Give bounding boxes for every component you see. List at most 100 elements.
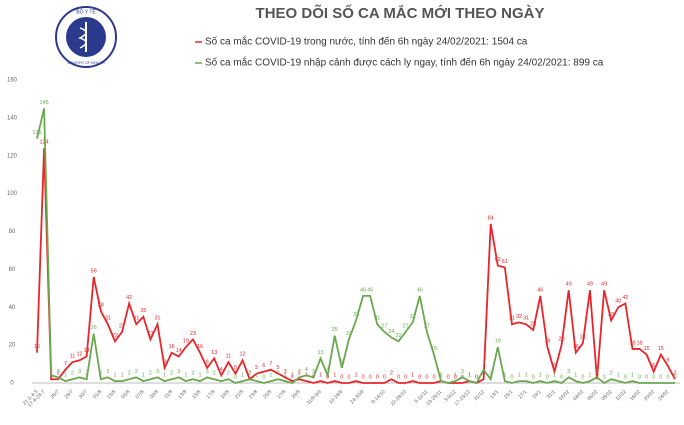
data-label: 3	[156, 369, 159, 375]
x-tick-label: 31/1	[546, 389, 557, 400]
data-label: 3	[284, 369, 287, 375]
data-label: 15	[431, 346, 437, 352]
data-label: 20	[559, 337, 565, 343]
data-label: 27	[403, 323, 409, 329]
x-tick-label: 02/02	[558, 389, 571, 402]
data-label: 1	[440, 373, 443, 379]
data-label: 2	[673, 371, 676, 377]
x-tick-label: 8-14/10	[370, 389, 386, 405]
data-label: 3	[78, 369, 81, 375]
logo-top: BỘ Y TẾ	[76, 8, 96, 15]
data-label: 2	[489, 371, 492, 377]
data-label: 33	[353, 312, 359, 318]
data-label: 1	[241, 373, 244, 379]
data-label: 31	[509, 316, 515, 322]
data-label: 0	[362, 374, 365, 380]
data-label: 1	[142, 373, 145, 379]
data-label: 24	[388, 329, 394, 335]
data-label: 3	[298, 369, 301, 375]
data-label: 15	[658, 346, 664, 352]
data-label: 3	[177, 369, 180, 375]
data-label: 1	[525, 373, 528, 379]
x-tick-label: 01/8	[92, 389, 103, 400]
data-label: 0	[234, 374, 237, 380]
data-label: 42	[126, 295, 132, 301]
logo-bottom: MINISTRY OF HEALTH	[68, 61, 105, 65]
data-label: 3	[206, 369, 209, 375]
logo-snake	[78, 27, 87, 49]
data-label: 1	[539, 373, 542, 379]
series-line	[36, 108, 675, 385]
data-label: 42	[622, 295, 628, 301]
y-tick-label: 160	[7, 78, 18, 84]
y-tick-label: 140	[7, 115, 18, 121]
data-label: 2	[85, 371, 88, 377]
data-label: 40	[615, 299, 621, 305]
data-label: 0	[425, 374, 428, 380]
data-label: 0	[673, 374, 676, 380]
y-tick-label: 40	[9, 305, 16, 311]
data-label: 0	[652, 374, 655, 380]
data-label: 2	[71, 371, 74, 377]
data-label: 19	[183, 338, 189, 344]
x-tick-label: 30/7	[78, 389, 89, 400]
y-tick-label: 0	[10, 381, 14, 387]
x-tick-label: 24-30/9	[349, 389, 365, 405]
data-label: 1	[291, 373, 294, 379]
data-label: 2	[482, 371, 485, 377]
data-label: 46	[367, 287, 373, 293]
data-label: 2	[191, 371, 194, 377]
data-label: 6	[553, 363, 556, 369]
x-tick-label: 27/1	[517, 389, 528, 400]
x-tick-label: 24/02	[657, 389, 670, 402]
data-label: 2	[213, 371, 216, 377]
data-label: 0	[510, 374, 513, 380]
data-label: 1	[468, 373, 471, 379]
data-label: 61	[502, 259, 508, 265]
x-tick-label: 12/02	[615, 389, 628, 402]
y-tick-label: 60	[9, 267, 16, 273]
data-label: 0	[404, 374, 407, 380]
data-label: 25	[332, 327, 338, 333]
data-label: 1	[454, 373, 457, 379]
data-label: 3	[57, 369, 60, 375]
data-label: 5	[276, 365, 279, 371]
data-label: 19	[495, 338, 501, 344]
data-label: 46	[537, 287, 543, 293]
data-label: 3	[461, 369, 464, 375]
x-tick-label: 05/8	[120, 389, 131, 400]
data-label: 0	[581, 374, 584, 380]
data-label: 11	[226, 354, 232, 360]
data-label: 32	[516, 314, 522, 320]
data-label: 3	[135, 369, 138, 375]
data-label: 1	[163, 373, 166, 379]
data-label: 22	[112, 333, 118, 339]
data-label: 0	[376, 374, 379, 380]
data-label: 1	[503, 373, 506, 379]
data-label: 14	[84, 348, 90, 354]
x-tick-label: 03/8	[106, 389, 117, 400]
data-label: 0	[645, 374, 648, 380]
series-line	[36, 148, 676, 384]
x-tick-label: 29/1	[532, 389, 543, 400]
data-label: 1	[199, 373, 202, 379]
x-tick-label: 17/8	[205, 389, 216, 400]
data-label: 0	[447, 374, 450, 380]
x-tick-label: 26/7	[49, 389, 60, 400]
data-label: 28	[530, 321, 536, 327]
data-label: 5	[255, 365, 258, 371]
data-label: 14	[176, 348, 182, 354]
data-label: 0	[432, 374, 435, 380]
data-label: 4	[326, 367, 329, 373]
y-tick-label: 120	[7, 153, 18, 159]
data-label: 145	[39, 100, 48, 106]
data-label: 27	[381, 323, 387, 329]
x-tick-label: 06/02	[586, 389, 599, 402]
data-label: 2	[170, 371, 173, 377]
x-tick-label: 15/8	[191, 389, 202, 400]
y-tick-label: 80	[9, 229, 16, 235]
data-label: 46	[417, 287, 423, 293]
data-label: 1	[121, 373, 124, 379]
x-tick-label: 29/8	[291, 389, 302, 400]
data-label: 0	[475, 374, 478, 380]
